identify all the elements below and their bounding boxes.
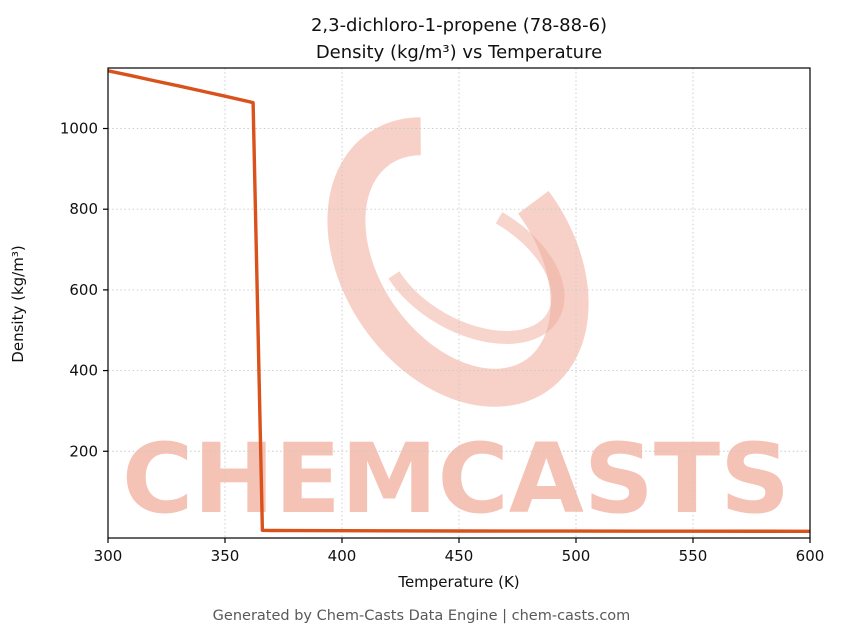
x-tick-labels: 300 350 400 450 500 550 600 — [94, 547, 825, 565]
y-tick-labels: 200 400 600 800 1000 — [60, 120, 98, 461]
x-axis-label: Temperature (K) — [398, 573, 520, 591]
y-tick-label: 1000 — [60, 120, 98, 138]
x-tick-label: 400 — [328, 547, 357, 565]
chemcasts-logo-watermark — [327, 117, 589, 407]
x-tick-label: 350 — [211, 547, 240, 565]
x-tick-label: 300 — [94, 547, 123, 565]
x-tick-label: 600 — [796, 547, 825, 565]
attribution-footer: Generated by Chem-Casts Data Engine | ch… — [212, 608, 631, 624]
x-tick-label: 550 — [679, 547, 708, 565]
y-tick-label: 800 — [69, 200, 98, 218]
chemcasts-text-watermark: CHEMCASTS — [122, 423, 790, 535]
density-line — [108, 69, 810, 533]
chart-title-line1: 2,3-dichloro-1-propene (78-88-6) — [310, 15, 608, 36]
chart-title: 2,3-dichloro-1-propene (78-88-6) Density… — [108, 12, 810, 66]
x-tick-label: 450 — [445, 547, 474, 565]
y-tick-label: 400 — [69, 362, 98, 380]
y-tick-label: 600 — [69, 281, 98, 299]
y-tick-label: 200 — [69, 442, 98, 460]
x-tick-label: 500 — [562, 547, 591, 565]
chart-title-line2: Density (kg/m³) vs Temperature — [315, 42, 603, 63]
y-axis-label: Density (kg/m³) — [9, 245, 27, 363]
tick-marks — [103, 127, 811, 543]
